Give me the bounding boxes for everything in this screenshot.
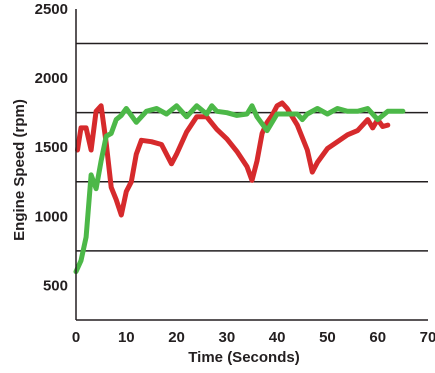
- x-tick-label-70: 70: [420, 329, 435, 346]
- series-line-1: [75, 100, 391, 218]
- series-layer: [73, 100, 406, 275]
- series-line-2: [73, 103, 406, 275]
- y-tick-label-1500: 1500: [35, 139, 68, 156]
- y-tick-label-2000: 2000: [35, 70, 68, 87]
- x-axis-title: Time (Seconds): [188, 349, 299, 366]
- x-tick-label-10: 10: [118, 329, 135, 346]
- x-tick-label-50: 50: [319, 329, 336, 346]
- x-tick-label-20: 20: [168, 329, 185, 346]
- y-tick-label-500: 500: [43, 277, 68, 294]
- gridlines: [76, 42, 428, 252]
- y-tick-label-2500: 2500: [35, 1, 68, 18]
- y-tick-labels: 500 1000 1500 2000 2500: [35, 1, 68, 294]
- x-tick-label-40: 40: [269, 329, 286, 346]
- x-tick-labels: 0 10 20 30 40 50 60 70: [72, 329, 435, 346]
- axes: [75, 9, 428, 321]
- y-tick-label-1000: 1000: [35, 208, 68, 225]
- x-tick-label-30: 30: [219, 329, 236, 346]
- x-tick-label-60: 60: [369, 329, 386, 346]
- y-axis-title: Engine Speed (rpm): [11, 99, 28, 241]
- x-tick-label-0: 0: [72, 329, 80, 346]
